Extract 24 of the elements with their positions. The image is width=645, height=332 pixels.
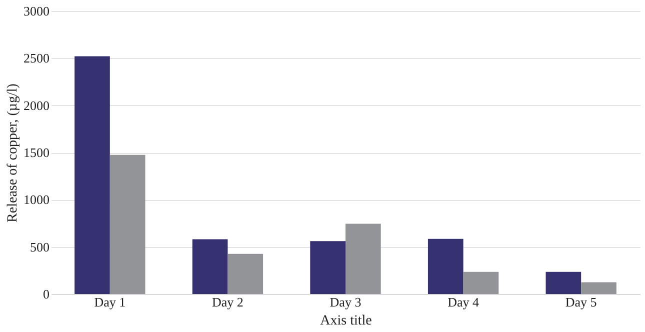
y-tick-label: 1000 xyxy=(24,192,50,208)
y-tick-label: 0 xyxy=(43,286,50,302)
bar xyxy=(74,56,110,294)
y-tick-label: 1500 xyxy=(24,145,50,160)
x-tick-label: Day 4 xyxy=(448,294,480,310)
x-tick-label: Day 2 xyxy=(212,294,244,310)
y-tick-label: 3000 xyxy=(24,4,50,18)
x-axis-title: Axis title xyxy=(320,314,372,328)
y-tick-label: 500 xyxy=(30,239,50,254)
bar xyxy=(228,254,264,294)
bar xyxy=(192,239,228,294)
x-tick-label: Day 5 xyxy=(565,294,597,310)
bar xyxy=(310,241,346,294)
bar xyxy=(346,224,381,294)
bar xyxy=(463,272,499,294)
bar xyxy=(581,282,616,294)
x-tick-label: Day 1 xyxy=(94,294,126,310)
y-axis-title: Release of copper, (µg/l) xyxy=(6,83,20,222)
bar xyxy=(110,154,146,294)
x-tick-label: Day 3 xyxy=(330,294,362,310)
y-tick-label: 2000 xyxy=(24,98,50,113)
y-tick-label: 2500 xyxy=(24,50,50,66)
bar xyxy=(428,238,464,294)
bar xyxy=(546,272,582,294)
